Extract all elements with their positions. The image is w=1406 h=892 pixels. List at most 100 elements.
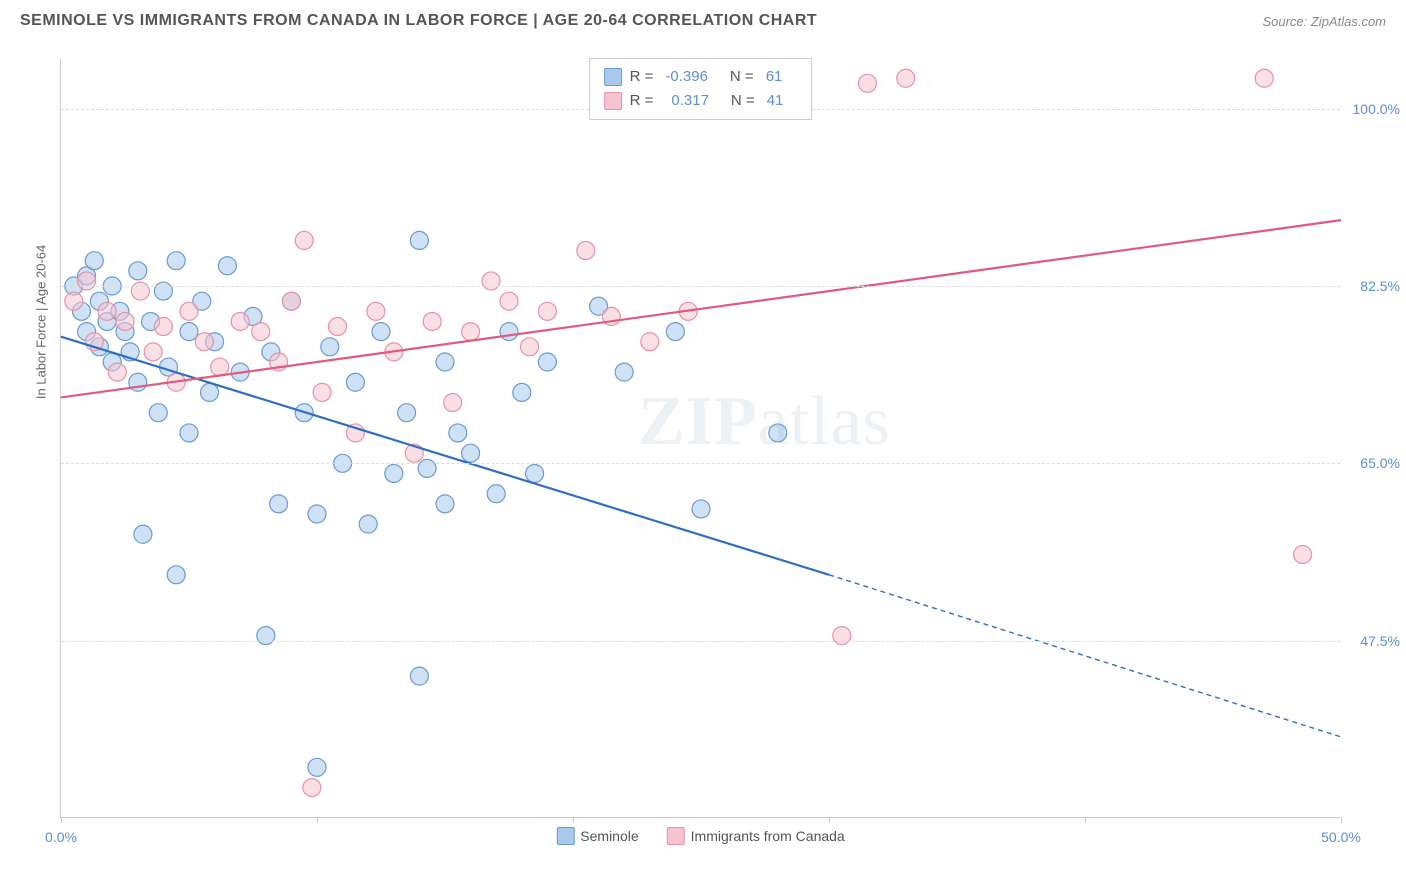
x-tick-label: 50.0% [1321, 829, 1361, 845]
data-point [180, 323, 198, 341]
chart-container: In Labor Force | Age 20-64 R = -0.396 N … [20, 38, 1386, 868]
swatch-icon [604, 92, 622, 110]
data-point [328, 318, 346, 336]
data-point [282, 292, 300, 310]
data-point [308, 758, 326, 776]
data-point [487, 485, 505, 503]
data-point [833, 627, 851, 645]
data-point [200, 383, 218, 401]
data-point [615, 363, 633, 381]
data-point [449, 424, 467, 442]
scatter-svg [61, 58, 1340, 817]
r-value-1: -0.396 [665, 65, 708, 89]
data-point [1255, 69, 1273, 87]
swatch-icon [604, 68, 622, 86]
n-value-2: 41 [767, 89, 784, 113]
data-point [769, 424, 787, 442]
data-point [108, 363, 126, 381]
y-tick-label: 47.5% [1360, 633, 1400, 649]
correlation-legend: R = -0.396 N = 61 R = 0.317 N = 41 [589, 58, 813, 120]
data-point [252, 323, 270, 341]
data-point [195, 333, 213, 351]
data-point [167, 566, 185, 584]
data-point [423, 312, 441, 330]
data-point [303, 779, 321, 797]
data-point [313, 383, 331, 401]
data-point [418, 459, 436, 477]
r-label: R = [630, 89, 654, 113]
x-tick-label: 0.0% [45, 829, 77, 845]
x-tick [1341, 817, 1342, 823]
data-point [436, 495, 454, 513]
regression-line-extrapolated [829, 575, 1341, 737]
legend-row-series1: R = -0.396 N = 61 [604, 65, 798, 89]
data-point [218, 257, 236, 275]
r-label: R = [630, 65, 654, 89]
data-point [359, 515, 377, 533]
swatch-icon [667, 827, 685, 845]
regression-line [61, 337, 829, 575]
x-tick [1085, 817, 1086, 823]
y-tick-label: 100.0% [1353, 101, 1400, 117]
data-point [116, 312, 134, 330]
data-point [444, 394, 462, 412]
legend-item: Immigrants from Canada [667, 827, 845, 845]
data-point [65, 292, 83, 310]
data-point [692, 500, 710, 518]
chart-title: SEMINOLE VS IMMIGRANTS FROM CANADA IN LA… [20, 12, 817, 30]
data-point [858, 74, 876, 92]
swatch-icon [556, 827, 574, 845]
data-point [308, 505, 326, 523]
series-legend: Seminole Immigrants from Canada [556, 827, 844, 845]
gridline-horizontal [61, 463, 1340, 464]
data-point [231, 312, 249, 330]
data-point [85, 252, 103, 270]
data-point [410, 667, 428, 685]
data-point [436, 353, 454, 371]
data-point [500, 323, 518, 341]
y-axis-label: In Labor Force | Age 20-64 [34, 244, 49, 398]
data-point [98, 302, 116, 320]
y-tick-label: 65.0% [1360, 455, 1400, 471]
r-value-2: 0.317 [671, 89, 709, 113]
data-point [482, 272, 500, 290]
legend-label: Immigrants from Canada [691, 828, 845, 844]
n-value-1: 61 [766, 65, 783, 89]
data-point [167, 252, 185, 270]
data-point [1294, 546, 1312, 564]
data-point [78, 272, 96, 290]
data-point [180, 424, 198, 442]
data-point [154, 318, 172, 336]
legend-item: Seminole [556, 827, 638, 845]
data-point [211, 358, 229, 376]
legend-row-series2: R = 0.317 N = 41 [604, 89, 798, 113]
data-point [897, 69, 915, 87]
data-point [295, 231, 313, 249]
data-point [462, 444, 480, 462]
data-point [154, 282, 172, 300]
data-point [462, 323, 480, 341]
y-tick-label: 82.5% [1360, 278, 1400, 294]
x-tick [61, 817, 62, 823]
data-point [398, 404, 416, 422]
data-point [538, 353, 556, 371]
data-point [641, 333, 659, 351]
gridline-horizontal [61, 641, 1340, 642]
data-point [666, 323, 684, 341]
data-point [520, 338, 538, 356]
x-tick [829, 817, 830, 823]
data-point [513, 383, 531, 401]
x-tick [317, 817, 318, 823]
data-point [538, 302, 556, 320]
data-point [180, 302, 198, 320]
data-point [131, 282, 149, 300]
legend-label: Seminole [580, 828, 638, 844]
data-point [149, 404, 167, 422]
n-label: N = [731, 89, 755, 113]
data-point [367, 302, 385, 320]
data-point [577, 242, 595, 260]
data-point [134, 525, 152, 543]
data-point [129, 262, 147, 280]
data-point [144, 343, 162, 361]
data-point [321, 338, 339, 356]
